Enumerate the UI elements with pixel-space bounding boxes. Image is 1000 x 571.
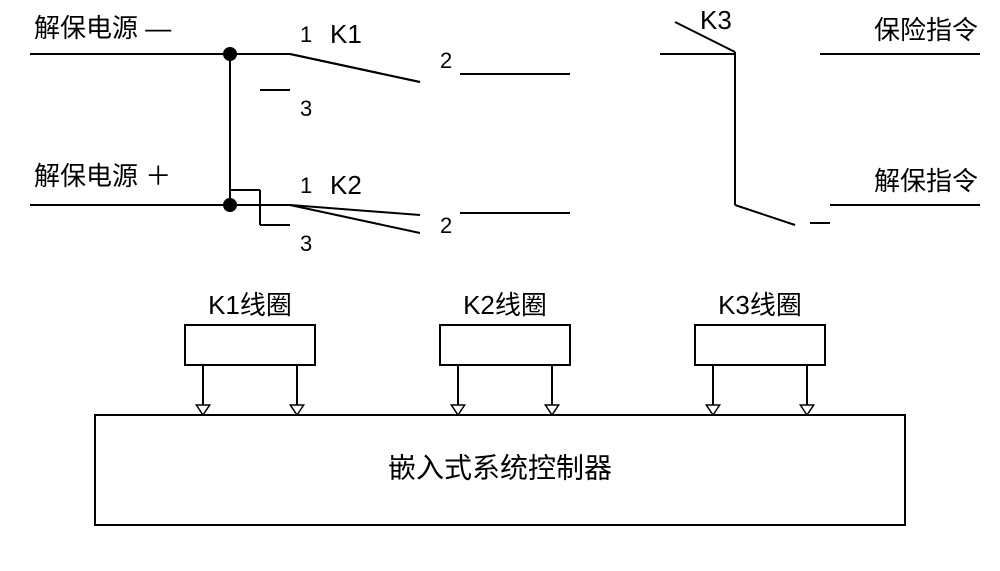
labels.k2: K2 — [330, 170, 362, 200]
labels.three: 3 — [300, 96, 312, 121]
coil-arrow-r-labels.coil_k2 — [545, 405, 558, 415]
coil-arrow-l-labels.coil_k1 — [196, 405, 209, 415]
coil-arrow-r-labels.coil_k3 — [800, 405, 813, 415]
k3-bot-blade — [735, 205, 795, 225]
labels.coil_k1: K1线圈 — [208, 290, 292, 320]
coil-labels.coil_k2 — [440, 325, 570, 365]
coil-labels.coil_k1 — [185, 325, 315, 365]
labels.k1: K1 — [330, 19, 362, 49]
labels.three: 3 — [300, 231, 312, 256]
labels.one: 1 — [300, 173, 312, 198]
labels.coil_k3: K3线圈 — [718, 290, 802, 320]
labels.controller: 嵌入式系统控制器 — [388, 452, 612, 483]
labels.safe_cmd: 保险指令 — [874, 15, 978, 45]
labels.one: 1 — [300, 22, 312, 47]
coil-labels.coil_k3 — [695, 325, 825, 365]
labels.two: 2 — [440, 213, 452, 238]
coil-arrow-l-labels.coil_k3 — [706, 405, 719, 415]
coil-arrow-r-labels.coil_k1 — [290, 405, 303, 415]
labels.release_cmd: 解保指令 — [874, 166, 978, 196]
k1-blade2 — [290, 54, 420, 82]
labels.coil_k2: K2线圈 — [463, 290, 547, 320]
coil-arrow-l-labels.coil_k2 — [451, 405, 464, 415]
labels.power_plus: 解保电源 ＋ — [34, 161, 171, 191]
labels.two: 2 — [440, 48, 452, 73]
labels.power_minus: 解保电源 — — [34, 13, 171, 43]
labels.k3: K3 — [700, 5, 732, 35]
